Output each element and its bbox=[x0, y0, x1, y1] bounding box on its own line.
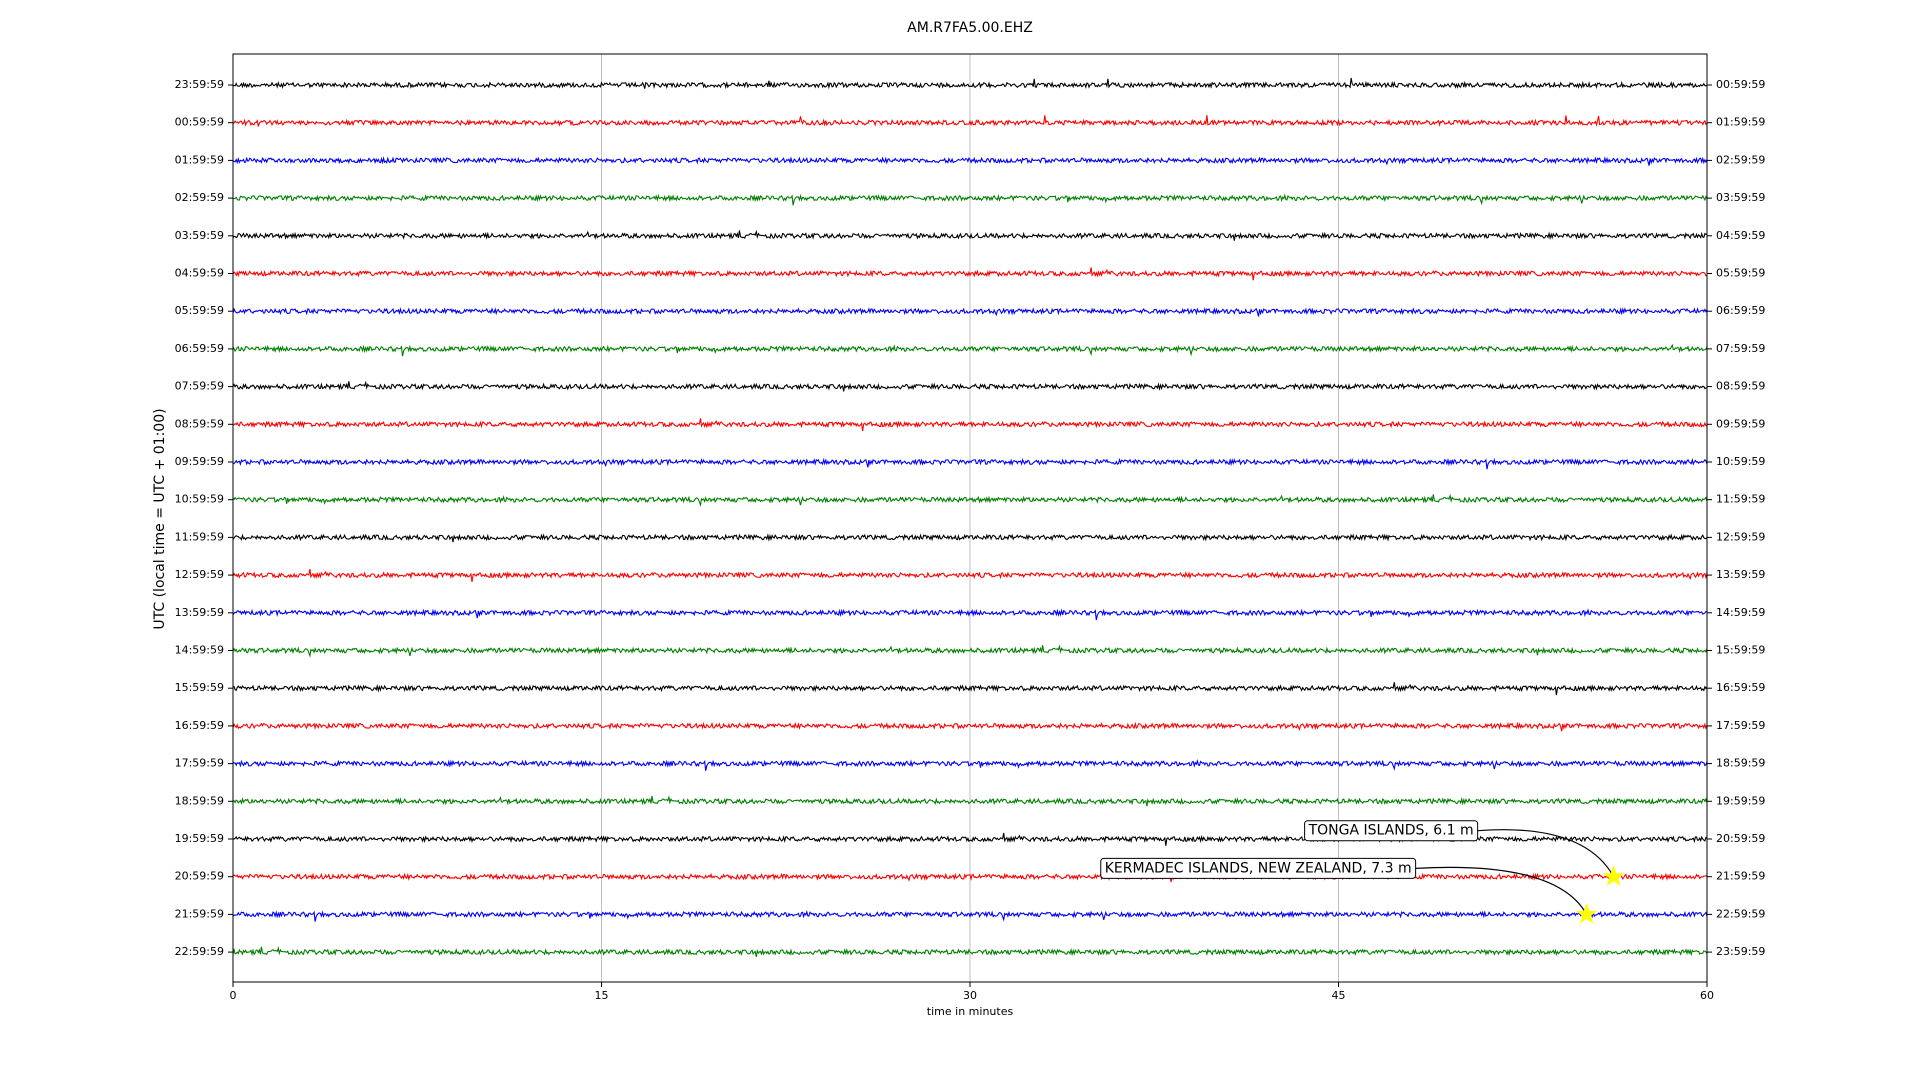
y2-tick-label: 11:59:59 bbox=[1716, 493, 1765, 506]
trace bbox=[232, 909, 1708, 922]
event-label: TONGA ISLANDS, 6.1 m bbox=[1308, 823, 1474, 839]
y2-tick-label: 15:59:59 bbox=[1716, 644, 1765, 657]
y2-tick-label: 23:59:59 bbox=[1716, 945, 1765, 958]
y-tick-label: 00:59:59 bbox=[175, 116, 224, 129]
chart-title: AM.R7FA5.00.EHZ bbox=[907, 20, 1033, 36]
y2-tick-label: 07:59:59 bbox=[1716, 342, 1765, 355]
y2-tick-label: 19:59:59 bbox=[1716, 794, 1765, 807]
y-tick-label: 01:59:59 bbox=[175, 153, 224, 166]
y-tick-label: 12:59:59 bbox=[175, 568, 224, 581]
y-tick-label: 05:59:59 bbox=[175, 304, 224, 317]
y-tick-label: 13:59:59 bbox=[175, 606, 224, 619]
y2-tick-label: 08:59:59 bbox=[1716, 380, 1765, 393]
trace bbox=[232, 568, 1708, 582]
y2-tick-label: 10:59:59 bbox=[1716, 455, 1765, 468]
y-tick-label: 15:59:59 bbox=[175, 681, 224, 694]
trace bbox=[232, 418, 1708, 432]
y2-tick-label: 17:59:59 bbox=[1716, 719, 1765, 732]
event-label: KERMADEC ISLANDS, NEW ZEALAND, 7.3 m bbox=[1105, 860, 1412, 876]
trace bbox=[232, 493, 1708, 508]
x-tick-label: 60 bbox=[1700, 989, 1714, 1002]
y-tick-label: 08:59:59 bbox=[175, 417, 224, 430]
x-tick-label: 15 bbox=[595, 989, 609, 1002]
x-tick-label: 0 bbox=[230, 989, 237, 1002]
y2-tick-label: 16:59:59 bbox=[1716, 681, 1765, 694]
event-arrow bbox=[1477, 829, 1615, 877]
y2-tick-label: 05:59:59 bbox=[1716, 267, 1765, 280]
y2-tick-label: 01:59:59 bbox=[1716, 116, 1765, 129]
trace bbox=[232, 267, 1708, 281]
y-axis-label: UTC (local time = UTC + 01:00) bbox=[152, 408, 168, 629]
y-tick-label: 07:59:59 bbox=[175, 380, 224, 393]
y2-tick-label: 22:59:59 bbox=[1716, 907, 1765, 920]
trace bbox=[232, 380, 1708, 392]
trace bbox=[232, 457, 1708, 470]
x-axis-label: time in minutes bbox=[927, 1005, 1014, 1018]
y-tick-label: 09:59:59 bbox=[175, 455, 224, 468]
y-tick-label: 06:59:59 bbox=[175, 342, 224, 355]
event-arrow bbox=[1415, 866, 1588, 915]
y-tick-label: 23:59:59 bbox=[175, 78, 224, 91]
trace bbox=[232, 682, 1708, 696]
trace bbox=[232, 795, 1708, 807]
trace bbox=[232, 343, 1708, 357]
y-tick-label: 14:59:59 bbox=[175, 644, 224, 657]
y2-tick-label: 21:59:59 bbox=[1716, 870, 1765, 883]
y-tick-label: 16:59:59 bbox=[175, 719, 224, 732]
trace bbox=[232, 533, 1708, 543]
y-tick-label: 11:59:59 bbox=[175, 530, 224, 543]
trace bbox=[232, 306, 1708, 317]
y-tick-label: 03:59:59 bbox=[175, 229, 224, 242]
y-tick-label: 18:59:59 bbox=[175, 794, 224, 807]
y2-tick-label: 03:59:59 bbox=[1716, 191, 1765, 204]
event-annotation: KERMADEC ISLANDS, NEW ZEALAND, 7.3 m bbox=[1100, 857, 1598, 924]
y2-tick-label: 14:59:59 bbox=[1716, 606, 1765, 619]
y-tick-label: 10:59:59 bbox=[175, 493, 224, 506]
y-tick-label: 04:59:59 bbox=[175, 267, 224, 280]
y2-tick-label: 18:59:59 bbox=[1716, 757, 1765, 770]
y2-tick-label: 09:59:59 bbox=[1716, 417, 1765, 430]
trace bbox=[232, 115, 1708, 127]
y2-tick-label: 12:59:59 bbox=[1716, 530, 1765, 543]
y-tick-label: 02:59:59 bbox=[175, 191, 224, 204]
y-tick-label: 21:59:59 bbox=[175, 907, 224, 920]
y-tick-label: 20:59:59 bbox=[175, 870, 224, 883]
y2-tick-label: 02:59:59 bbox=[1716, 153, 1765, 166]
y2-tick-label: 00:59:59 bbox=[1716, 78, 1765, 91]
x-tick-label: 30 bbox=[963, 989, 977, 1002]
trace bbox=[232, 759, 1708, 771]
event-star bbox=[1575, 902, 1598, 924]
y-tick-label: 17:59:59 bbox=[175, 757, 224, 770]
trace bbox=[232, 77, 1708, 90]
x-tick-label: 45 bbox=[1332, 989, 1346, 1002]
y2-tick-label: 06:59:59 bbox=[1716, 304, 1765, 317]
trace bbox=[232, 872, 1708, 883]
event-star bbox=[1602, 865, 1625, 887]
y2-tick-label: 20:59:59 bbox=[1716, 832, 1765, 845]
trace bbox=[232, 644, 1708, 658]
y-tick-label: 22:59:59 bbox=[175, 945, 224, 958]
y2-tick-label: 04:59:59 bbox=[1716, 229, 1765, 242]
trace bbox=[232, 156, 1708, 166]
plot-frame bbox=[232, 53, 1708, 983]
event-annotation: TONGA ISLANDS, 6.1 m bbox=[1304, 820, 1625, 887]
trace bbox=[232, 229, 1708, 241]
y2-tick-label: 13:59:59 bbox=[1716, 568, 1765, 581]
trace bbox=[232, 193, 1708, 206]
trace bbox=[232, 608, 1707, 621]
y-tick-label: 19:59:59 bbox=[175, 832, 224, 845]
trace bbox=[232, 945, 1708, 958]
trace bbox=[232, 721, 1708, 732]
